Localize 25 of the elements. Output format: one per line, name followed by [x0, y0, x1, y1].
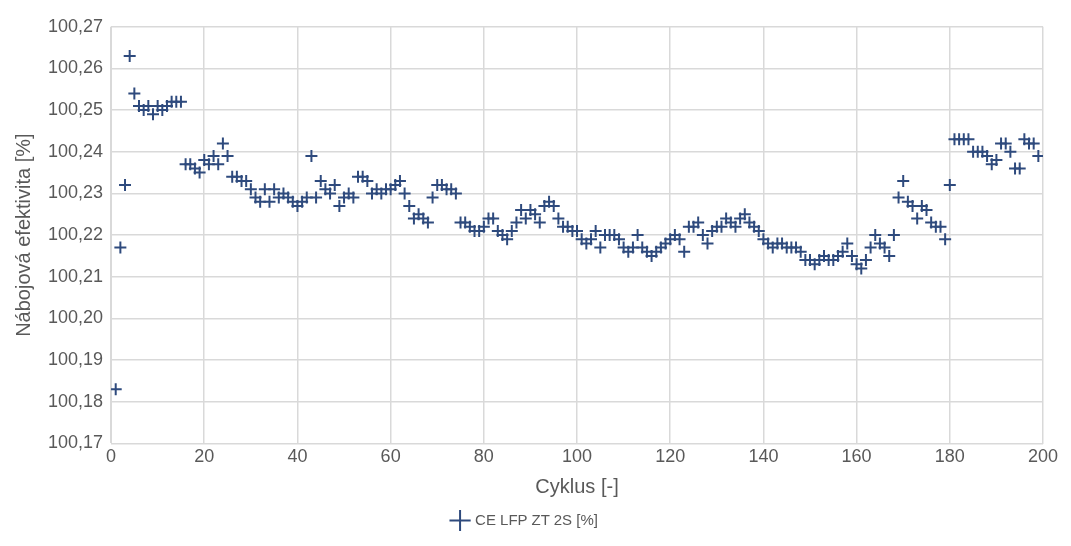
x-tick-label: 140 [748, 446, 779, 467]
y-tick-label: 100,19 [47, 349, 104, 370]
x-tick-label: 120 [655, 446, 686, 467]
y-tick-label: 100,17 [47, 432, 104, 453]
y-tick-label: 100,18 [47, 390, 104, 411]
y-tick-label: 100,25 [47, 99, 104, 120]
y-tick-label: 100,26 [47, 57, 104, 78]
y-tick-label: 100,22 [47, 224, 104, 245]
y-tick-label: 100,27 [47, 15, 104, 36]
x-tick-label: 180 [934, 446, 965, 467]
x-axis-title: Cyklus [-] [535, 474, 619, 497]
x-tick-label: 60 [380, 446, 401, 467]
y-tick-label: 100,24 [47, 140, 104, 161]
x-tick-label: 200 [1027, 446, 1059, 467]
x-tick-label: 100 [562, 446, 593, 467]
x-tick-label: 80 [473, 446, 494, 467]
x-tick-label: 40 [287, 446, 308, 467]
x-tick-label: 0 [106, 446, 117, 467]
y-tick-label: 100,21 [47, 265, 104, 286]
y-axis-title: Nábojová efektivita [%] [11, 133, 34, 337]
legend-label: CE LFP ZT 2S [%] [475, 510, 598, 528]
x-tick-label: 20 [194, 446, 215, 467]
x-tick-label: 160 [841, 446, 872, 467]
y-tick-label: 100,23 [47, 182, 104, 203]
y-tick-label: 100,20 [47, 307, 104, 328]
